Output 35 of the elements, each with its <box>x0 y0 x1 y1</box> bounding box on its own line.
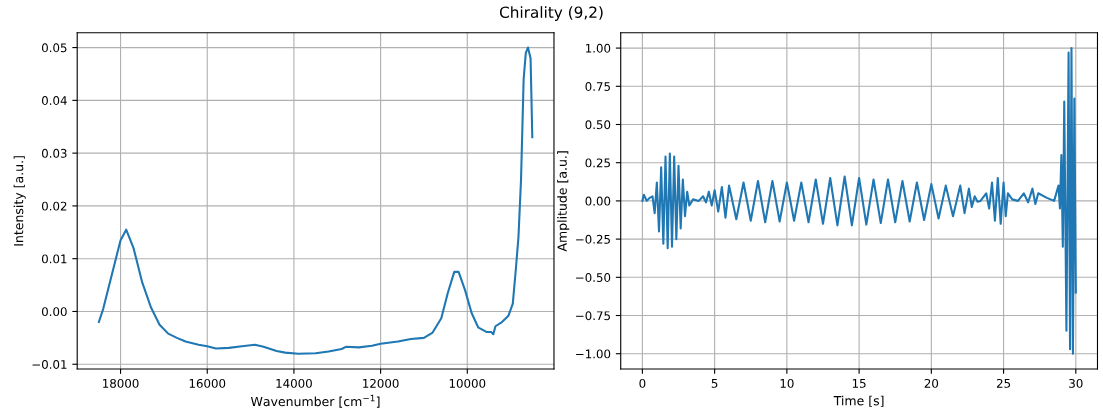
line-series <box>97 46 534 355</box>
x-tick-label: 14000 <box>276 378 312 388</box>
y-tick-label: −0.25 <box>576 234 610 244</box>
y-tick-label: 0.25 <box>585 158 610 168</box>
y-tick-label: 0.01 <box>41 254 67 264</box>
x-axis-title: Wavenumber [cm$^{−1}$] <box>250 394 380 408</box>
y-tick-label: 0.03 <box>41 148 67 158</box>
x-axis-title: Time [s] <box>833 395 884 407</box>
y-tick-label: 0.00 <box>41 307 67 317</box>
x-tick-label: 20 <box>924 378 939 388</box>
y-tick-label: −0.75 <box>576 311 610 321</box>
y-tick-label: 0.04 <box>41 96 67 106</box>
x-tick-label: 30 <box>1069 378 1083 388</box>
y-axis-title: Amplitude [a.u.] <box>557 151 570 252</box>
y-tick-label: 0.00 <box>585 196 611 206</box>
y-tick-label: 0.75 <box>585 82 610 91</box>
y-tick-label: −0.01 <box>32 359 67 369</box>
x-tick-label: 10 <box>780 378 794 388</box>
x-tick-label: 25 <box>996 378 1011 388</box>
line-series <box>641 47 1077 355</box>
y-tick-label: 1.00 <box>586 43 611 53</box>
x-tick-label: 5 <box>711 379 718 388</box>
chart-title: Chirality (9,2) <box>499 6 603 21</box>
x-tick-label: 10000 <box>449 378 486 388</box>
y-tick-label: 0.05 <box>41 43 67 53</box>
y-tick-label: 0.50 <box>585 120 611 130</box>
y-tick-label: −1.00 <box>576 349 611 359</box>
y-axis-title: Intensity [a.u.] <box>13 156 26 246</box>
x-tick-label: 15 <box>852 379 866 388</box>
x-tick-label: 0 <box>639 378 646 388</box>
y-tick-label: −0.50 <box>576 273 611 282</box>
x-tick-label: 18000 <box>103 378 139 388</box>
x-tick-label: 16000 <box>189 378 226 388</box>
y-tick-label: 0.02 <box>41 201 67 211</box>
x-tick-label: 12000 <box>363 378 399 388</box>
